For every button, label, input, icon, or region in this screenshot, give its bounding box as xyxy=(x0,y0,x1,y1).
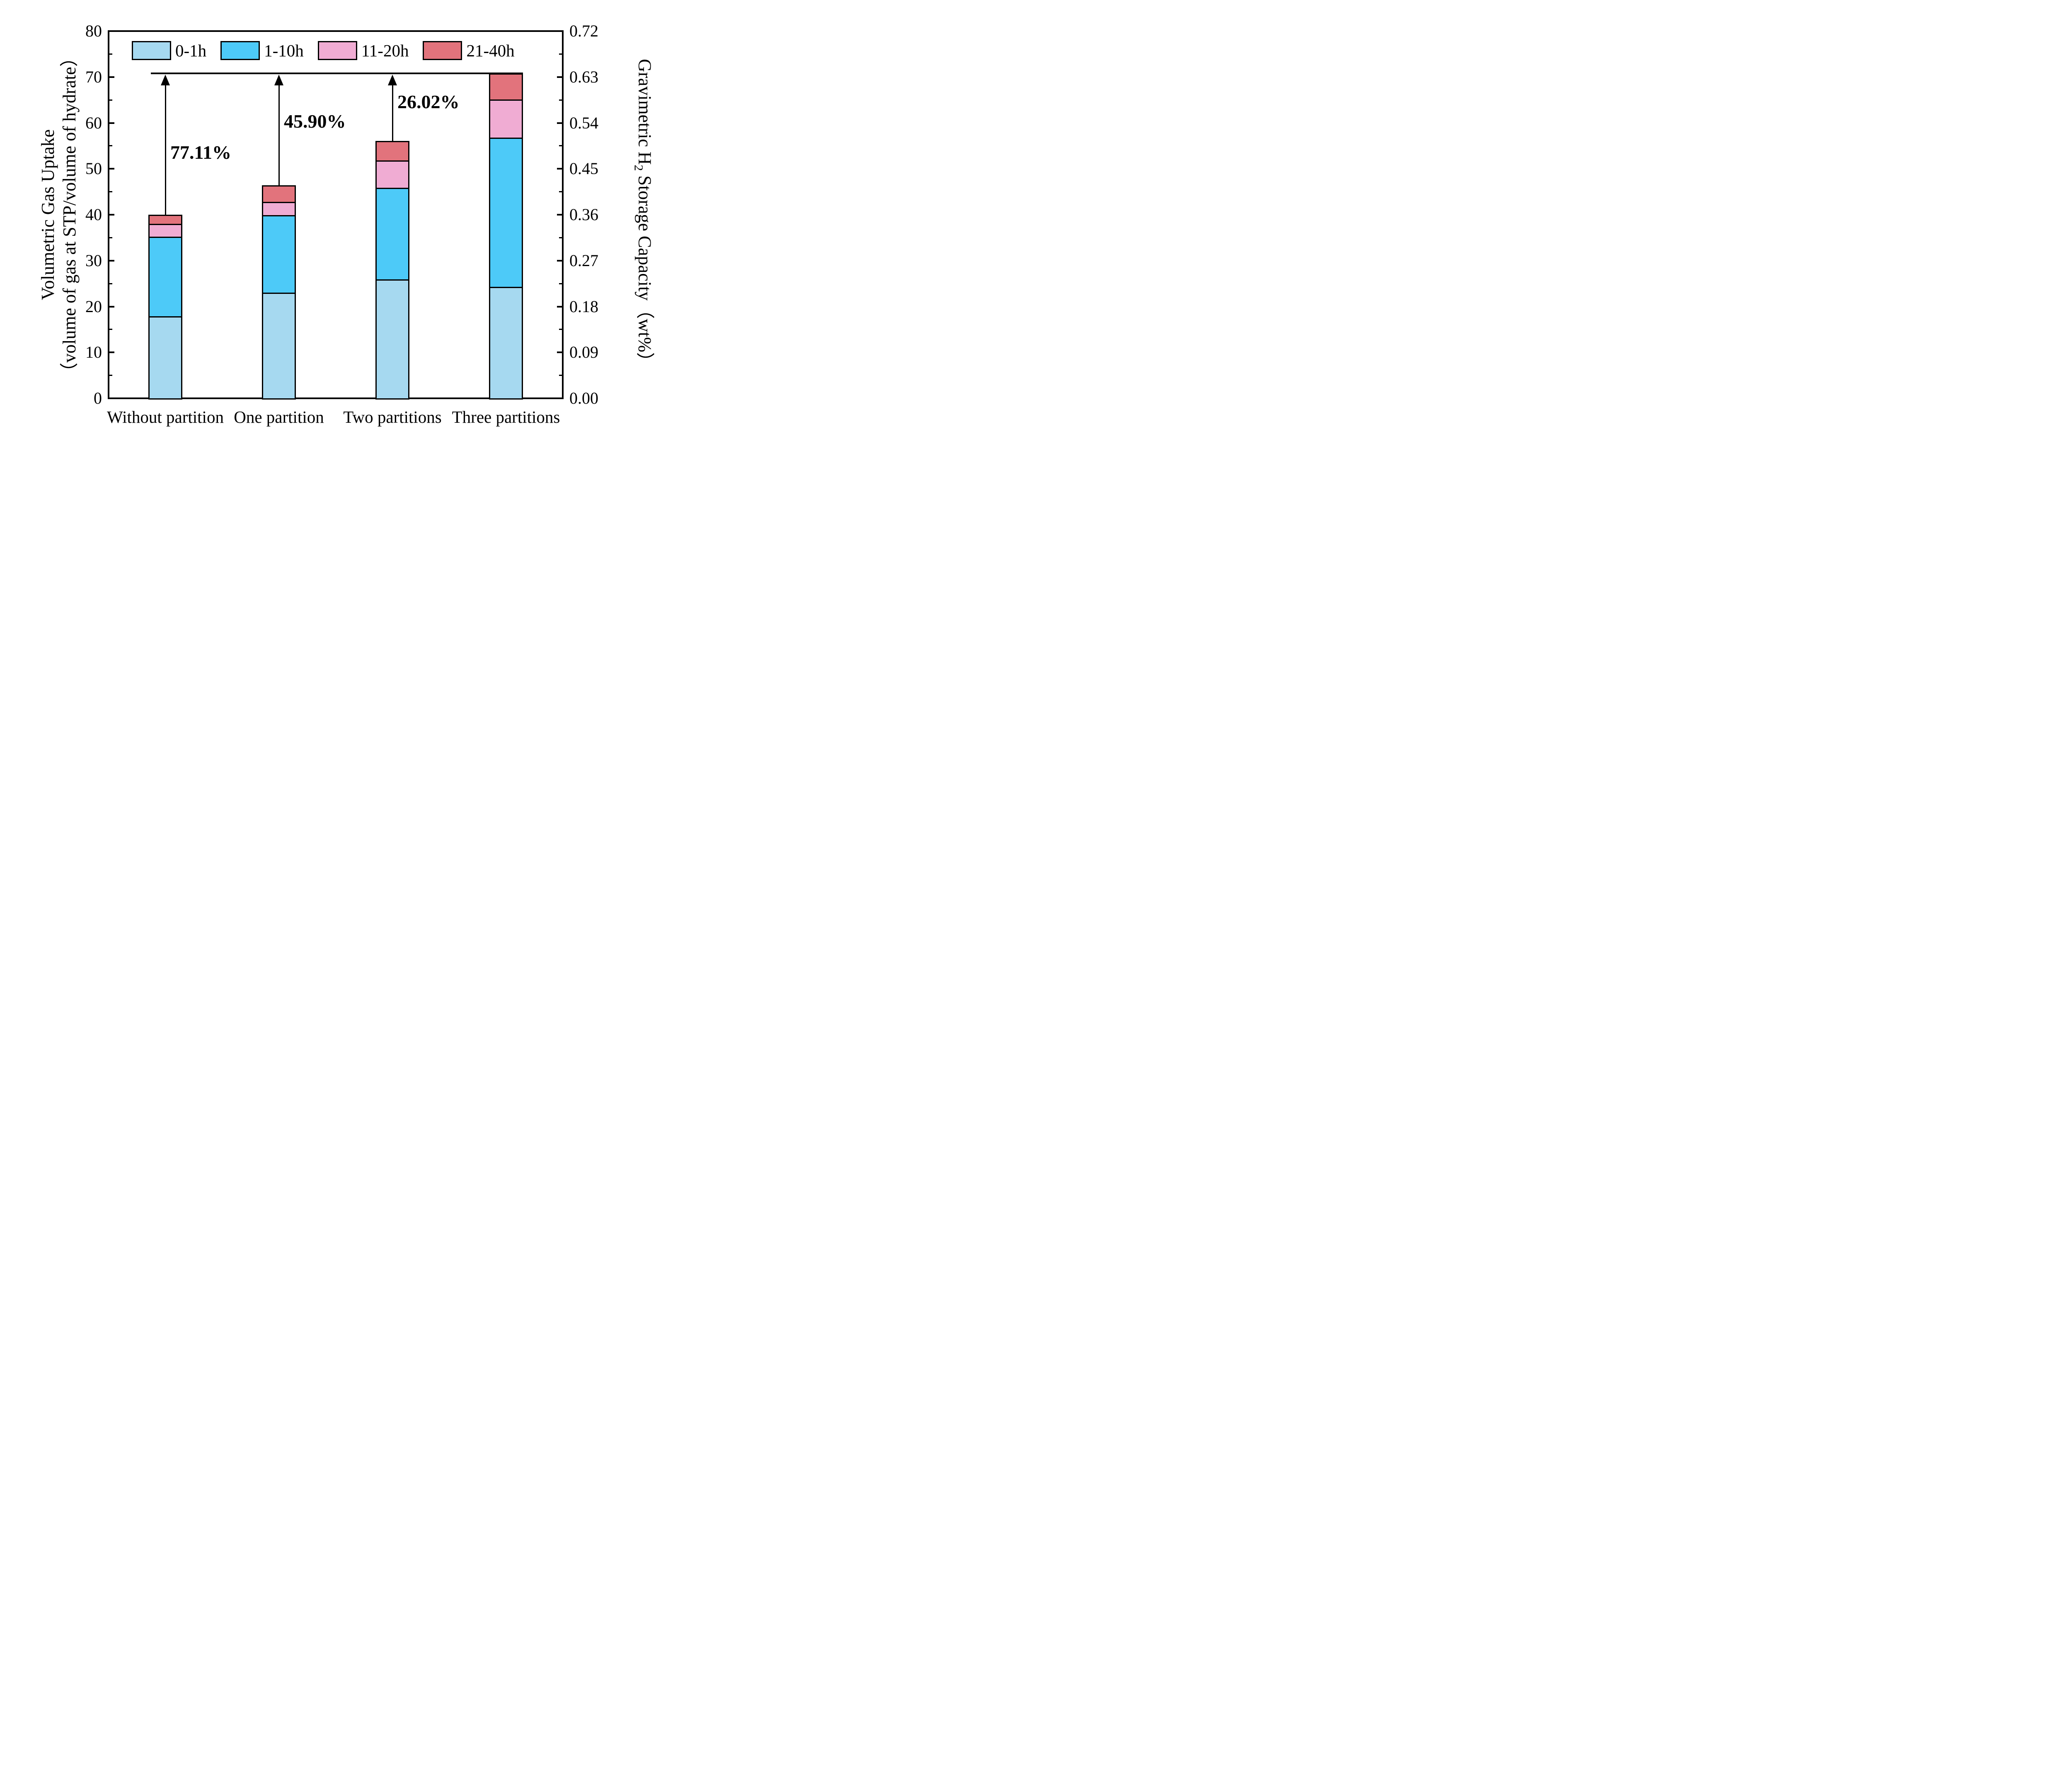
legend: 0-1h 1-10h 11-20h 21-40h xyxy=(132,41,515,61)
legend-item-1-10h: 1-10h xyxy=(220,41,304,61)
right-axis-tick-label-0.18: 0.18 xyxy=(569,297,598,316)
legend-swatch-1-10h xyxy=(220,41,260,60)
plot-area xyxy=(108,30,564,399)
right-axis-tick-label-0.72: 0.72 xyxy=(569,22,598,40)
legend-label-0-1h: 0-1h xyxy=(175,41,207,60)
left-axis-tick-label-80: 80 xyxy=(85,22,102,40)
right-axis-tick-label-0.36: 0.36 xyxy=(569,205,598,224)
left-axis-title: Volumetric Gas Uptake （volume of gas at … xyxy=(37,48,80,381)
right-axis-tick-label-0.54: 0.54 xyxy=(569,113,598,132)
right-axis-tick-label-0.63: 0.63 xyxy=(569,67,598,86)
legend-item-11-20h: 11-20h xyxy=(317,41,409,61)
right-axis-tick-label-0.00: 0.00 xyxy=(569,389,598,407)
legend-item-0-1h: 0-1h xyxy=(132,41,206,61)
right-axis-title-subscript: 2 xyxy=(632,165,646,171)
legend-swatch-21-40h xyxy=(423,41,462,60)
x-axis-category-label-three-partitions: Three partitions xyxy=(452,407,560,427)
x-axis-category-label-two-partitions: Two partitions xyxy=(343,407,442,427)
right-axis-title: Gravimetric H2 Storage Capacity（wt%） xyxy=(628,59,656,371)
legend-swatch-0-1h xyxy=(132,41,171,60)
figure-canvas: 77.11% 45.90% 26.02% 0 10 20 30 40 50 60 70 80 0.00… xyxy=(0,0,660,446)
legend-label-11-20h: 11-20h xyxy=(361,41,409,60)
right-axis-title-text-2: Storage Capacity（wt%） xyxy=(634,171,655,371)
right-axis-tick-label-0.45: 0.45 xyxy=(569,159,598,178)
left-axis-title-line2: （volume of gas at STP/volume of hydrate） xyxy=(59,48,80,381)
right-axis-title-text: Gravimetric H xyxy=(634,59,655,165)
legend-label-21-40h: 21-40h xyxy=(466,41,515,60)
right-axis-tick-label-0.09: 0.09 xyxy=(569,343,598,362)
legend-item-21-40h: 21-40h xyxy=(423,41,515,61)
legend-label-1-10h: 1-10h xyxy=(264,41,304,60)
x-axis-category-label-without-partition: Without partition xyxy=(107,407,224,427)
left-axis-title-line1: Volumetric Gas Uptake xyxy=(38,129,58,300)
left-axis-tick-label-0: 0 xyxy=(94,389,102,407)
legend-swatch-11-20h xyxy=(317,41,357,60)
x-axis-category-label-one-partition: One partition xyxy=(234,407,324,427)
right-axis-tick-label-0.27: 0.27 xyxy=(569,251,598,270)
